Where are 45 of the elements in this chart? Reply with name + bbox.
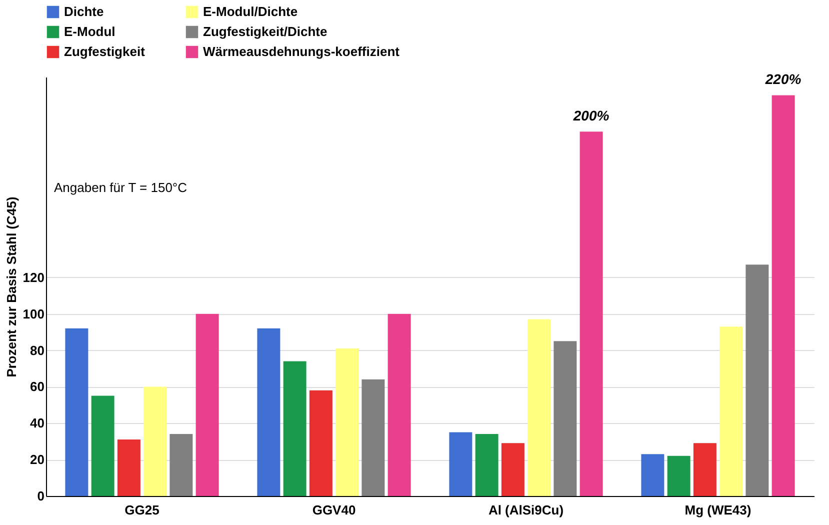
data-label: 200% xyxy=(572,108,610,124)
bar xyxy=(667,456,690,496)
annotation: Angaben für T = 150°C xyxy=(54,180,188,195)
bar xyxy=(257,328,280,496)
y-tick-label: 0 xyxy=(37,488,44,504)
x-tick-label: GGV40 xyxy=(312,502,356,518)
legend-label: Zugfestigkeit/Dichte xyxy=(203,24,328,39)
legend-label: Dichte xyxy=(64,4,104,19)
y-tick-label: 40 xyxy=(30,416,44,431)
y-tick-label: 120 xyxy=(22,270,44,285)
y-tick-label: 100 xyxy=(22,306,44,322)
legend-label: Zugfestigkeit xyxy=(64,44,146,59)
data-label: 220% xyxy=(764,71,802,88)
x-tick-label: Al (AlSi9Cu) xyxy=(488,502,564,518)
y-tick-label: 80 xyxy=(30,342,44,358)
x-tick-label: Mg (WE43) xyxy=(684,502,752,518)
bar xyxy=(580,132,603,496)
bar xyxy=(772,95,795,496)
bar xyxy=(336,348,359,496)
bar xyxy=(554,341,577,496)
y-tick-label: 20 xyxy=(30,452,44,468)
bar xyxy=(641,454,664,496)
x-tick-label: GG25 xyxy=(124,502,160,518)
bar xyxy=(117,440,140,496)
bar xyxy=(170,434,193,496)
legend-label: E-Modul xyxy=(64,24,116,39)
legend-label: E-Modul/Dichte xyxy=(203,4,298,19)
bar xyxy=(501,443,524,496)
bar xyxy=(528,319,551,496)
bar xyxy=(309,390,332,496)
bar xyxy=(693,443,716,496)
bar xyxy=(144,386,167,496)
bar xyxy=(720,326,743,496)
bar xyxy=(91,396,114,496)
bar xyxy=(746,264,769,496)
legend-label: Wärmeausdehnungs-koeffizient xyxy=(203,44,400,59)
bar xyxy=(475,434,498,496)
bar xyxy=(449,432,472,496)
bar xyxy=(65,328,88,496)
y-tick-label: 60 xyxy=(30,379,44,394)
bar xyxy=(388,314,411,496)
bar xyxy=(283,361,306,496)
bar xyxy=(196,314,219,496)
y-axis-title: Prozent zur Basis Stahl (C45) xyxy=(4,196,19,378)
bar xyxy=(362,379,385,496)
